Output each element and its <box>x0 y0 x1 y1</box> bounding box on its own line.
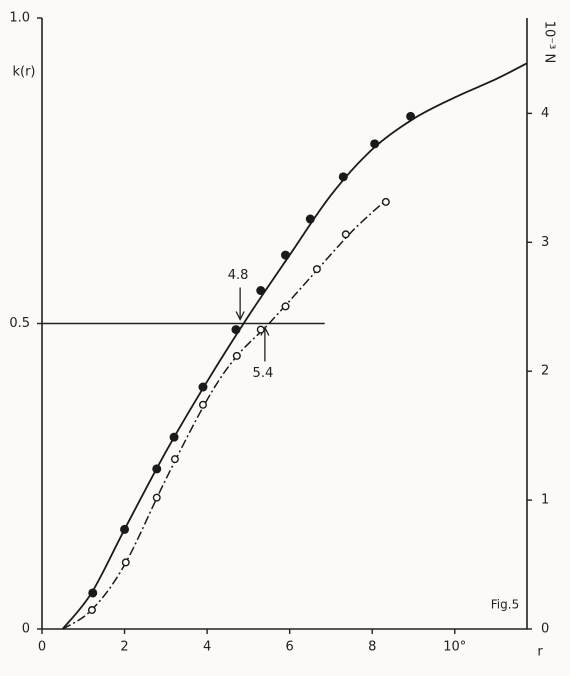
data-point <box>121 558 130 567</box>
x-tick-label: 8 <box>368 640 376 655</box>
data-point <box>256 286 266 296</box>
x-tick-label: 0 <box>38 640 46 655</box>
y2-tick-label: 4 <box>541 106 549 121</box>
data-point <box>152 493 161 502</box>
annotation: 4.8 <box>228 268 249 283</box>
data-point <box>381 197 390 206</box>
data-point <box>170 455 179 464</box>
data-point <box>256 325 265 334</box>
data-point <box>406 111 416 121</box>
data-point <box>87 606 96 615</box>
x-tick-label: 2 <box>120 640 128 655</box>
data-point <box>152 464 162 474</box>
data-point <box>281 302 290 311</box>
y2-tick-label: 2 <box>541 364 549 379</box>
annotation: 5.4 <box>253 366 274 381</box>
data-point <box>338 172 348 182</box>
y-tick-label: 0.5 <box>9 316 30 331</box>
y-axis-label: k(r) <box>12 65 35 80</box>
y2-tick-label: 0 <box>541 622 549 637</box>
curve <box>61 62 528 630</box>
y2-axis-label: 10⁻³ N <box>542 21 557 63</box>
data-point <box>305 214 315 224</box>
y-tick-label: 0 <box>22 622 30 637</box>
curve <box>62 200 386 630</box>
x-tick-label: 4 <box>203 640 211 655</box>
x-tick-label: 10° <box>443 640 466 655</box>
y2-tick-label: 1 <box>541 493 549 508</box>
figure-label: Fig.5 <box>491 598 519 612</box>
y2-tick-label: 3 <box>541 235 549 250</box>
data-point <box>198 400 207 409</box>
data-point <box>370 139 380 149</box>
x-axis-label: r <box>537 645 543 660</box>
data-point <box>120 524 130 534</box>
data-point <box>232 351 241 360</box>
x-tick-label: 6 <box>286 640 294 655</box>
data-point <box>231 325 241 335</box>
data-point <box>312 265 321 274</box>
data-point <box>169 432 179 442</box>
data-point <box>198 382 208 392</box>
data-point <box>88 588 98 598</box>
y-tick-label: 1.0 <box>9 11 30 26</box>
annotation-arrow <box>235 287 245 321</box>
data-point <box>281 250 291 260</box>
data-point <box>341 230 350 239</box>
